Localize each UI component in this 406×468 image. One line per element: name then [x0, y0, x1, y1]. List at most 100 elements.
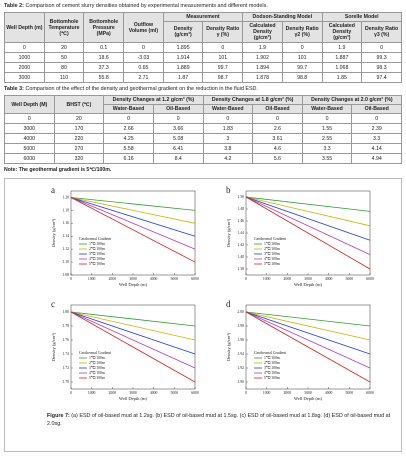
table-cell: 98.7: [202, 72, 244, 83]
group-header: Density Changes at 1.8 g/cm³ (%): [202, 95, 303, 105]
x-axis-label: Well Depth (m): [119, 396, 148, 401]
column-header: Density Ratio γ (%): [202, 21, 244, 43]
panel-label: a: [51, 185, 55, 195]
caption-text: (a) ESD of oil-based mud at 1.2sg. (b) E…: [47, 413, 391, 427]
y-tick-label: 1.12: [62, 247, 69, 251]
table-cell: 220: [53, 133, 105, 144]
x-tick-label: 6000: [191, 277, 199, 281]
table-cell: 0: [281, 42, 323, 53]
y-tick-label: 1.96: [237, 338, 244, 342]
y-axis-label: Density (g/cm³): [226, 218, 231, 247]
column-header: Oil-Based: [152, 104, 204, 114]
table-row: 3000 170 2.66 3.66 1.83 2.6 1.55 2.39: [4, 123, 402, 134]
figure-charts: a 1.08 1.10 1.12 1.14 1.16 1.18 1.20 0 1000 2000 30…: [51, 185, 374, 401]
column-header: Outflow Volume (ml): [123, 12, 164, 43]
y-tick-label: 1.14: [62, 234, 69, 238]
table-cell: 110: [43, 72, 85, 83]
data-line: [245, 311, 371, 369]
table-cell: 0: [103, 113, 154, 124]
legend-label: 2℃/100m: [264, 247, 280, 251]
column-header: Well Depth (M): [4, 95, 55, 114]
table-cell: 0: [252, 113, 303, 124]
x-tick-label: 2000: [284, 277, 292, 281]
table-cell: 5.08: [152, 133, 204, 144]
table-cell: 4.25: [103, 133, 154, 144]
table-cell: 101: [202, 52, 244, 63]
group-header: Density Changes at 2.0 g/cm³ (%): [301, 95, 403, 105]
table-cell: 4.6: [252, 143, 303, 154]
x-tick-label: 5000: [346, 391, 354, 395]
legend-title: Geothermal Gradient: [254, 351, 287, 355]
y-axis-label: Density (g/cm³): [51, 332, 56, 361]
table-cell: 0: [202, 113, 254, 124]
x-tick-label: 1000: [263, 391, 271, 395]
table-cell: 3.61: [252, 133, 303, 144]
legend-label: 3℃/100m: [264, 366, 280, 370]
data-line: [70, 311, 196, 369]
table-cell: 4000: [4, 133, 55, 144]
legend-title: Geothermal Gradient: [79, 237, 112, 241]
x-tick-label: 4000: [325, 391, 333, 395]
legend-label: 1℃/100m: [89, 242, 105, 246]
table-cell: 1.894: [242, 62, 283, 73]
data-line: [70, 197, 196, 263]
table-cell: 2.39: [351, 123, 402, 134]
table-cell: 6.16: [103, 153, 154, 164]
panel-label: d: [226, 299, 231, 309]
legend-label: 3℃/100m: [264, 252, 280, 256]
y-tick-label: 1.50: [237, 195, 244, 199]
table-cell: 0: [361, 42, 402, 53]
table-cell: 270: [53, 143, 105, 154]
table: Well Depth (m) Bottomhole Temperature (℃)…: [4, 12, 402, 83]
table-cell: 3.66: [152, 123, 204, 134]
data-line: [245, 196, 371, 212]
legend-label: 5℃/100m: [264, 376, 280, 380]
data-line: [245, 196, 371, 255]
x-tick-label: 0: [70, 391, 72, 395]
table-cell: 55.8: [83, 72, 125, 83]
y-tick-label: 1.08: [62, 273, 69, 277]
table-cell: 0.65: [123, 62, 164, 73]
data-line: [70, 197, 196, 224]
table-row: 0 20 0 0 0 0 0 0: [4, 113, 402, 124]
y-tick-label: 1.80: [62, 310, 69, 314]
column-header: BHST (℃): [53, 95, 105, 114]
figure-label: Figure 7:: [47, 413, 70, 419]
table-cell: 6000: [4, 153, 55, 164]
table-cell: 3.3: [301, 143, 353, 154]
data-line: [245, 311, 371, 341]
figure: a 1.08 1.10 1.12 1.14 1.16 1.18 1.20 0 1000 2000 30…: [4, 178, 402, 452]
table-cell: 5.6: [252, 153, 303, 164]
legend-label: 4℃/100m: [264, 371, 280, 375]
table-cell: 99.7: [281, 62, 323, 73]
x-axis-label: Well Depth (m): [294, 396, 323, 401]
table-caption: Table 2: Comparison of cement slurry den…: [4, 3, 402, 10]
table-cell: 3000: [4, 72, 45, 83]
column-header: Well Depth (m): [4, 12, 45, 43]
legend-label: 2℃/100m: [89, 361, 105, 365]
table-cell: 20: [53, 113, 105, 124]
table-cell: 20: [43, 42, 85, 53]
panel-label: b: [226, 185, 231, 195]
column-header: Density (g/cm³): [162, 21, 204, 43]
y-tick-label: 1.16: [62, 221, 69, 225]
table-cell: 1000: [4, 52, 45, 63]
table-cell: 99.7: [202, 62, 244, 73]
table-cell: 1.87: [162, 72, 204, 83]
table-cell: 1.895: [162, 42, 204, 53]
table-caption: Table 3: Comparison of the effect of the…: [4, 86, 402, 93]
table-row: 4000 220 4.25 5.08 3 3.61 2.55 3.3: [4, 133, 402, 144]
table-cell: 3: [202, 133, 254, 144]
table-cell: 97.4: [361, 72, 402, 83]
column-header: Calculated Density (g/cm³): [242, 21, 283, 43]
group-header: Measurement: [162, 12, 244, 22]
x-tick-label: 1000: [88, 391, 96, 395]
table-cell: 2.55: [301, 133, 353, 144]
table-label: Table 2:: [4, 3, 24, 9]
table-label: Table 3:: [4, 86, 24, 92]
y-axis-label: Density (g/cm³): [226, 332, 231, 361]
table-cell: 1.83: [202, 123, 254, 134]
table-row: 3000 110 55.8 2.71 1.87 98.7 1.878 98.8 1.85 97.4: [4, 72, 402, 83]
legend-title: Geothermal Gradient: [79, 351, 112, 355]
y-tick-label: 1.38: [237, 267, 244, 271]
